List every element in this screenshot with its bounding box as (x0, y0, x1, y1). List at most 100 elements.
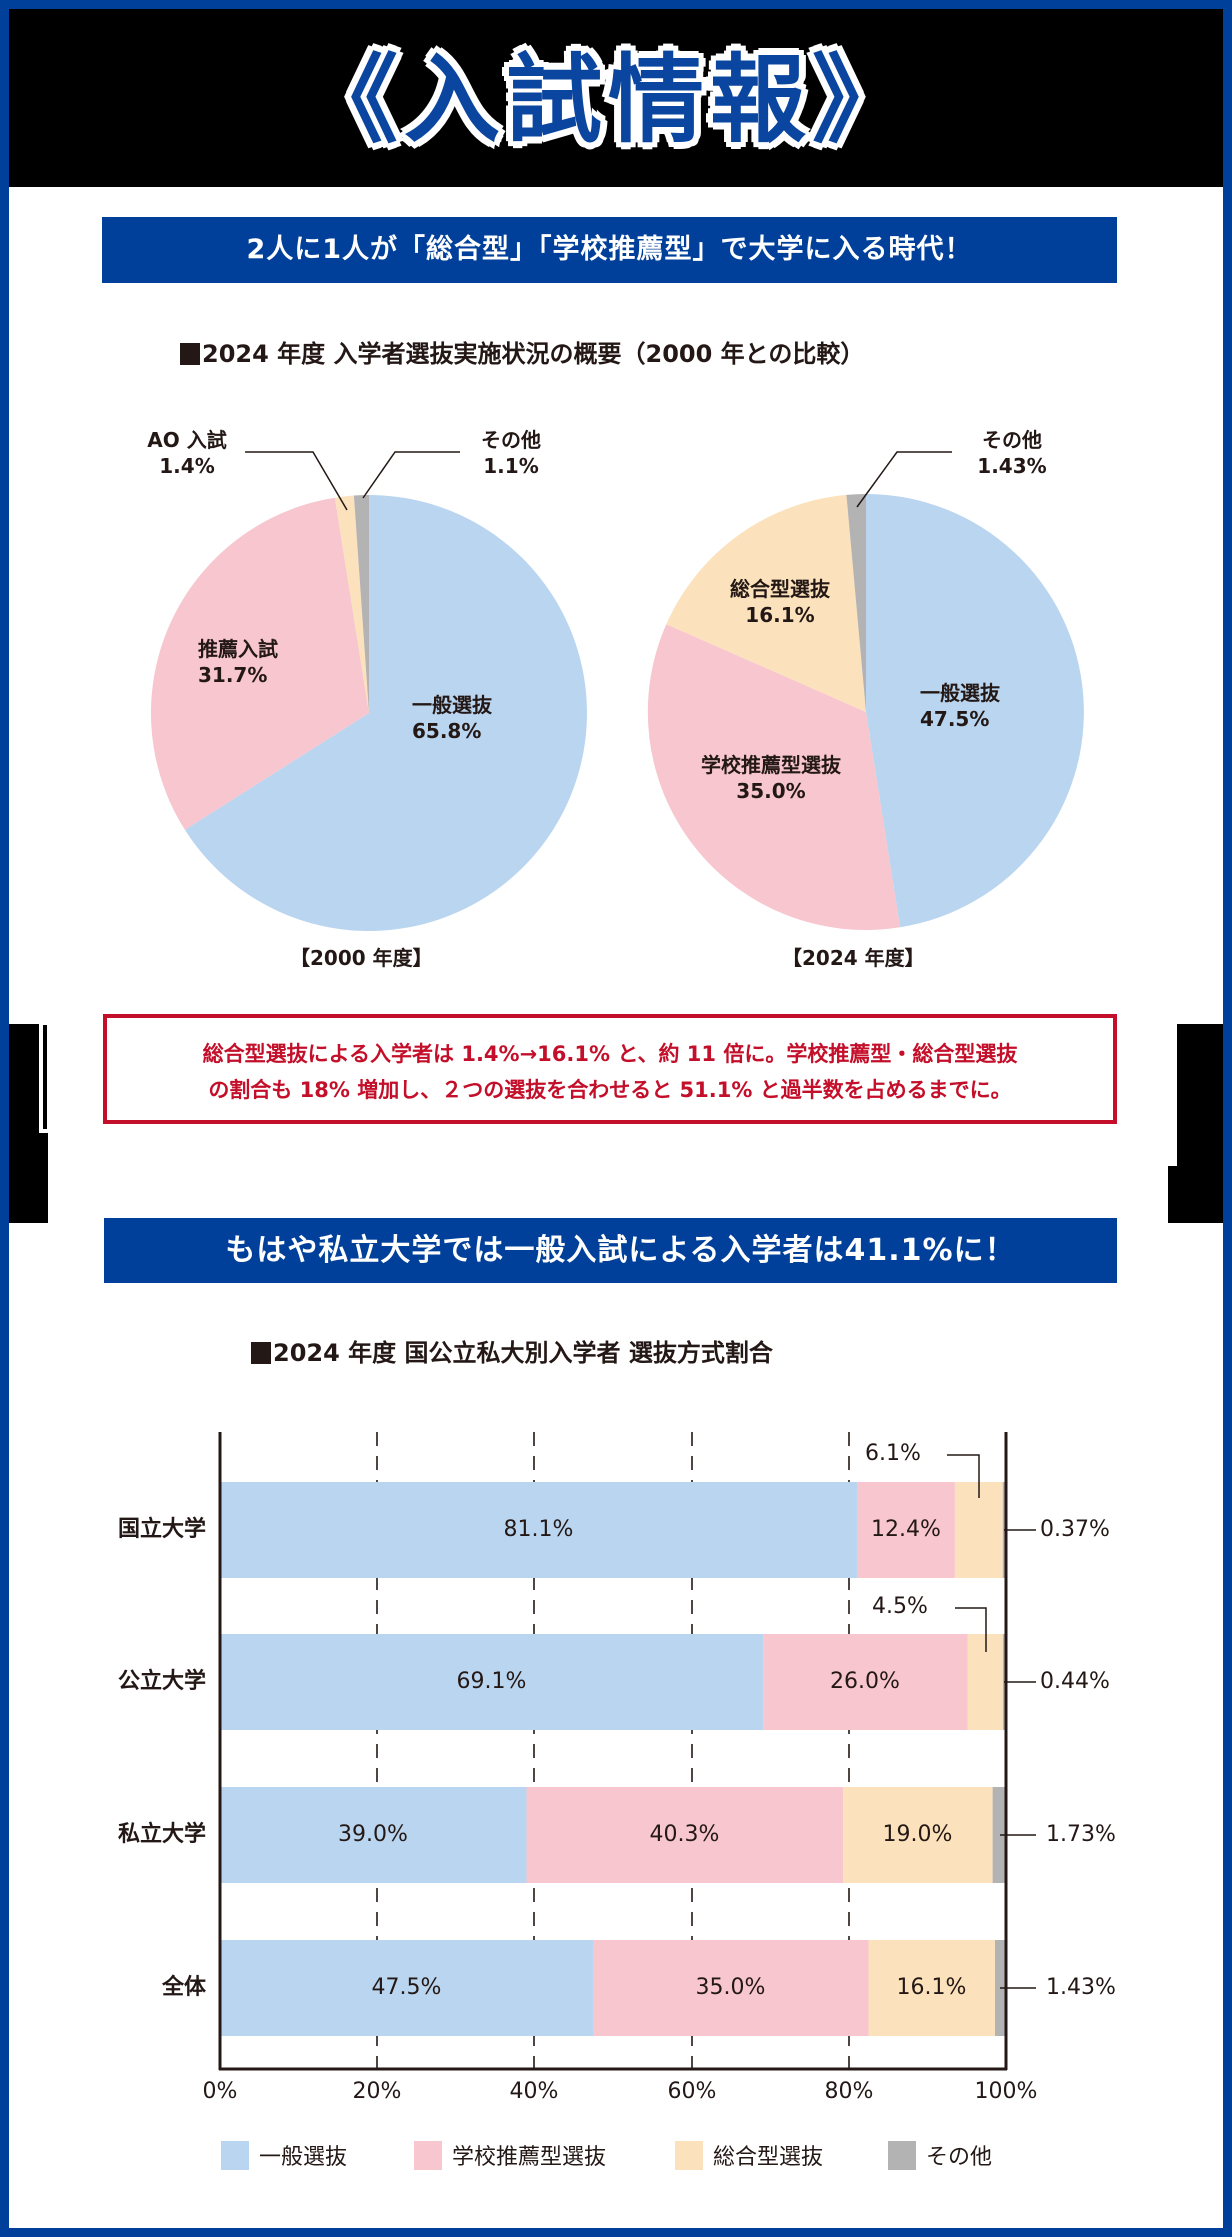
pie-2024-slice-school (647, 624, 901, 931)
category-public: 公立大学 (117, 1669, 206, 1694)
legend-item-general: 一般選抜 (221, 2140, 347, 2170)
x-tick-60: 60% (667, 2079, 717, 2104)
label-value: 65.8% (412, 719, 482, 743)
category-total: 全体 (161, 1975, 206, 2000)
square-bullet-icon (251, 1342, 271, 1364)
legend-item-other: その他 (888, 2140, 992, 2170)
legend-swatch-other (888, 2140, 916, 2170)
bar-row-private (220, 1787, 1006, 1883)
pie-2000-caption: 【2000 年度】 (290, 946, 433, 970)
legend-swatch-school (414, 2140, 442, 2170)
legend-item-comprehensive: 総合型選抜 (675, 2140, 823, 2170)
value-private-other: 1.73% (1046, 1822, 1116, 1847)
pie-2024-caption: 【2024 年度】 (782, 946, 925, 970)
pie-2000-label-other: その他 1.1% (466, 427, 556, 479)
value-total-comprehensive: 16.1% (896, 1975, 967, 2000)
page-title: 《入試情報》 (302, 44, 914, 156)
value-total-general: 47.5% (371, 1975, 442, 2000)
summary-note-box: 総合型選抜による入学者は 1.4%→16.1% と、約 11 倍に。学校推薦型・… (103, 1014, 1117, 1124)
label-value: 47.5% (920, 707, 990, 731)
pie-2000-label-general: 一般選抜 65.8% (412, 692, 532, 744)
bar-chart-title-text: 2024 年度 国公立私大別入学者 選抜方式割合 (273, 1339, 773, 1367)
leader-line-ao (245, 451, 348, 511)
x-tick-40: 40% (509, 2079, 559, 2104)
section2-banner: もはや私立大学では一般入試による入学者は41.1%に！ (104, 1218, 1117, 1283)
pie-2000-slice-other (353, 494, 369, 713)
value-public-general: 69.1% (456, 1669, 527, 1694)
legend-label: 総合型選抜 (713, 2145, 824, 2170)
value-private-comprehensive: 19.0% (882, 1822, 953, 1847)
edge-block-left-lower (39, 1133, 48, 1223)
value-total-other: 1.43% (1046, 1975, 1116, 2000)
value-public-comprehensive: 4.5% (872, 1594, 928, 1619)
x-tick-20: 20% (352, 2079, 402, 2104)
frame-border-left (0, 0, 9, 2237)
pie-2024 (647, 451, 1084, 931)
bar-row-public (220, 1634, 1006, 1730)
pie-2024-slice-other (846, 494, 866, 712)
label-value: 35.0% (736, 779, 806, 803)
frame-border-right (1223, 0, 1232, 2237)
value-private-general: 39.0% (338, 1822, 408, 1847)
frame-border-top (0, 0, 1232, 9)
value-national-general: 81.1% (503, 1517, 574, 1542)
category-national: 国立大学 (117, 1517, 206, 1542)
pie-2000-label-recommend: 推薦入試 31.7% (198, 636, 318, 688)
legend-label: 一般選抜 (259, 2145, 348, 2170)
legend-label: その他 (926, 2145, 993, 2170)
category-private: 私立大学 (117, 1822, 206, 1847)
legend-item-school: 学校推薦型選抜 (414, 2140, 606, 2170)
pie-2000-slice-recommend (150, 497, 369, 830)
section1-banner: 2人に1人が「総合型」「学校推薦型」で大学に入る時代！ (102, 217, 1117, 283)
leader-line-other-2024 (856, 451, 952, 508)
value-national-comprehensive: 6.1% (865, 1441, 921, 1466)
note-line-1: 総合型選抜による入学者は 1.4%→16.1% と、約 11 倍に。学校推薦型・… (202, 1042, 1018, 1066)
value-public-school: 26.0% (830, 1669, 900, 1694)
frame-border-bottom (0, 2228, 1232, 2237)
stacked-bar-chart (218, 1432, 1036, 2071)
value-national-other: 0.37% (1040, 1517, 1110, 1542)
edge-block-left (9, 1024, 39, 1223)
legend-swatch-general (221, 2140, 249, 2170)
label-value: 16.1% (745, 603, 815, 627)
label-value: 1.1% (483, 454, 539, 478)
leader-line-other-2000 (362, 451, 460, 499)
pie-2024-slice-comprehensive (666, 494, 866, 712)
value-public-other: 0.44% (1040, 1669, 1110, 1694)
pie-2024-label-comprehensive: 総合型選抜 16.1% (710, 576, 850, 628)
x-tick-80: 80% (824, 2079, 874, 2104)
edge-line-left (43, 1025, 47, 1129)
label-name: 学校推薦型選抜 (701, 753, 841, 777)
legend-label: 学校推薦型選抜 (452, 2145, 607, 2170)
leader-national-comprehensive (947, 1454, 980, 1498)
header-band (9, 9, 1223, 187)
pie-2024-label-school: 学校推薦型選抜 35.0% (676, 752, 866, 804)
pie-chart-title: 2024 年度 入学者選抜実施状況の概要（2000 年との比較） (180, 334, 864, 369)
x-tick-100: 100% (974, 2079, 1038, 2104)
value-national-school: 12.4% (871, 1517, 941, 1542)
legend-swatch-comprehensive (675, 2140, 703, 2170)
label-value: 31.7% (198, 663, 268, 687)
pie-2024-slice-general (866, 494, 1084, 928)
square-bullet-icon (180, 343, 200, 365)
x-tick-0: 0% (202, 2079, 238, 2104)
edge-block-right (1177, 1024, 1223, 1223)
pie-charts (150, 451, 1084, 931)
pie-2024-label-general: 一般選抜 47.5% (920, 680, 1020, 732)
value-total-school: 35.0% (695, 1975, 766, 2000)
label-name: 推薦入試 (198, 637, 278, 661)
pie-2000-slice-general (184, 495, 587, 931)
pie-2000-label-ao: AO 入試 1.4% (132, 427, 242, 479)
label-value: 1.43% (977, 454, 1047, 478)
label-value: 1.4% (159, 454, 215, 478)
label-name: その他 (481, 428, 541, 452)
value-private-school: 40.3% (649, 1822, 720, 1847)
label-name: その他 (982, 428, 1042, 452)
pie-2024-label-other: その他 1.43% (962, 427, 1062, 479)
pie-chart-title-text: 2024 年度 入学者選抜実施状況の概要（2000 年との比較） (202, 340, 865, 368)
note-line-2: の割合も 18% 増加し、２つの選抜を合わせると 51.1% と過半数を占めるま… (208, 1078, 1012, 1102)
label-name: 一般選抜 (920, 681, 1000, 705)
label-name: 一般選抜 (412, 693, 492, 717)
label-name: 総合型選抜 (730, 577, 830, 601)
pie-2000 (150, 451, 587, 931)
